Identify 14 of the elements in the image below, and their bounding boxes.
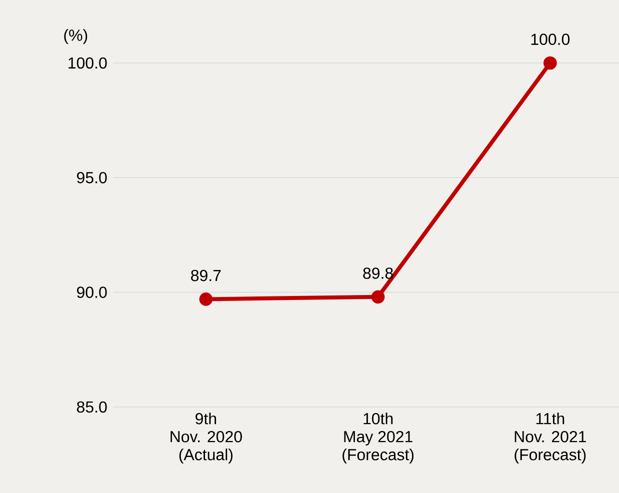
point <box>371 290 385 304</box>
x-tick-label: 11th Nov. 2021 (Forecast) <box>514 412 586 464</box>
data-label: 89.7 <box>191 270 221 282</box>
point <box>543 56 557 70</box>
y-tick-label: 90.0 <box>77 286 107 298</box>
y-tick-label: 100.0 <box>68 57 107 69</box>
y-tick-label: 85.0 <box>76 401 107 413</box>
point <box>199 292 213 306</box>
x-tick-label: 10th May 2021 (Forecast) <box>342 412 414 464</box>
y-tick-label: 95.0 <box>77 172 107 184</box>
data-label: 100.0 <box>531 34 570 45</box>
data-label: 89.8 <box>363 268 393 279</box>
y-axis-title: (%) <box>64 29 88 44</box>
x-tick-label: 9th Nov. 2020 (Actual) <box>170 412 242 464</box>
